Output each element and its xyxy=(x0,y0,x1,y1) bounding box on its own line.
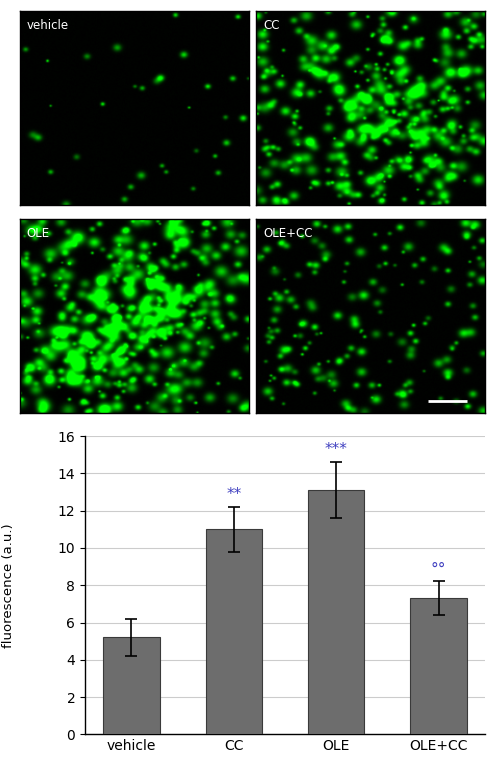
Text: CC: CC xyxy=(263,19,280,32)
Text: OLE+CC: OLE+CC xyxy=(263,227,312,240)
Bar xyxy=(206,529,262,734)
Bar xyxy=(410,598,467,734)
Text: vehicle: vehicle xyxy=(27,19,69,32)
Bar xyxy=(103,637,160,734)
Text: OLE: OLE xyxy=(27,227,50,240)
Text: ***: *** xyxy=(325,442,347,457)
Text: **: ** xyxy=(226,487,242,503)
Bar xyxy=(308,490,364,734)
Text: °°: °° xyxy=(431,562,446,577)
Y-axis label: Autophagic vacuoles
fluorescence (a.u.): Autophagic vacuoles fluorescence (a.u.) xyxy=(0,516,15,655)
